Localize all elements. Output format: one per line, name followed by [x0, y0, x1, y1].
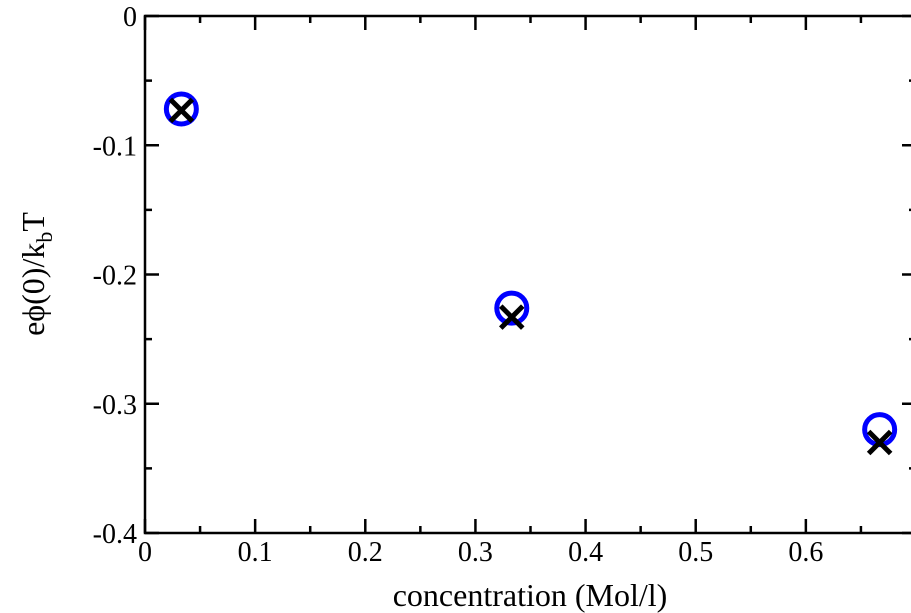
plot-frame: [143, 14, 911, 535]
x-marker: [866, 429, 893, 456]
axis-ticks: [143, 14, 911, 535]
circle-marker: [163, 91, 199, 127]
y-tick-label: -0.2: [93, 261, 137, 292]
x-tick-label: 0.4: [568, 537, 603, 568]
x-axis-title: concentration (Mol/l): [393, 577, 668, 613]
x-tick-label: 0.3: [458, 537, 493, 568]
y-axis-title: eϕ(0)/kbT: [15, 212, 57, 336]
y-axis-title-prefix: eϕ(0)/k: [15, 243, 51, 336]
data-markers: [163, 91, 898, 456]
circle-marker: [494, 290, 530, 326]
y-axis-title-suffix: T: [15, 212, 51, 232]
x-tick-label: 0: [138, 537, 152, 568]
x-tick-label: 0.5: [678, 537, 713, 568]
x-tick-label: 0.6: [788, 537, 823, 568]
x-tick-label: 0.2: [348, 537, 383, 568]
x-marker-stroke: [168, 97, 195, 124]
y-tick-label: 0: [123, 2, 137, 33]
x-marker: [499, 304, 525, 330]
y-tick-label: -0.1: [93, 131, 137, 162]
x-marker: [168, 97, 195, 124]
y-tick-label: -0.4: [93, 519, 137, 550]
x-marker-stroke: [866, 429, 893, 456]
y-tick-label: -0.3: [93, 390, 137, 421]
x-marker-stroke: [499, 304, 525, 330]
y-axis-title-subscript: b: [32, 232, 57, 243]
axis-tick-labels: 0 0.1 0.2 0.3 0.4 0.5 0.6 0 -0.1 -0.2 -0.3 -0.4: [93, 2, 824, 568]
x-tick-label: 0.1: [238, 537, 273, 568]
